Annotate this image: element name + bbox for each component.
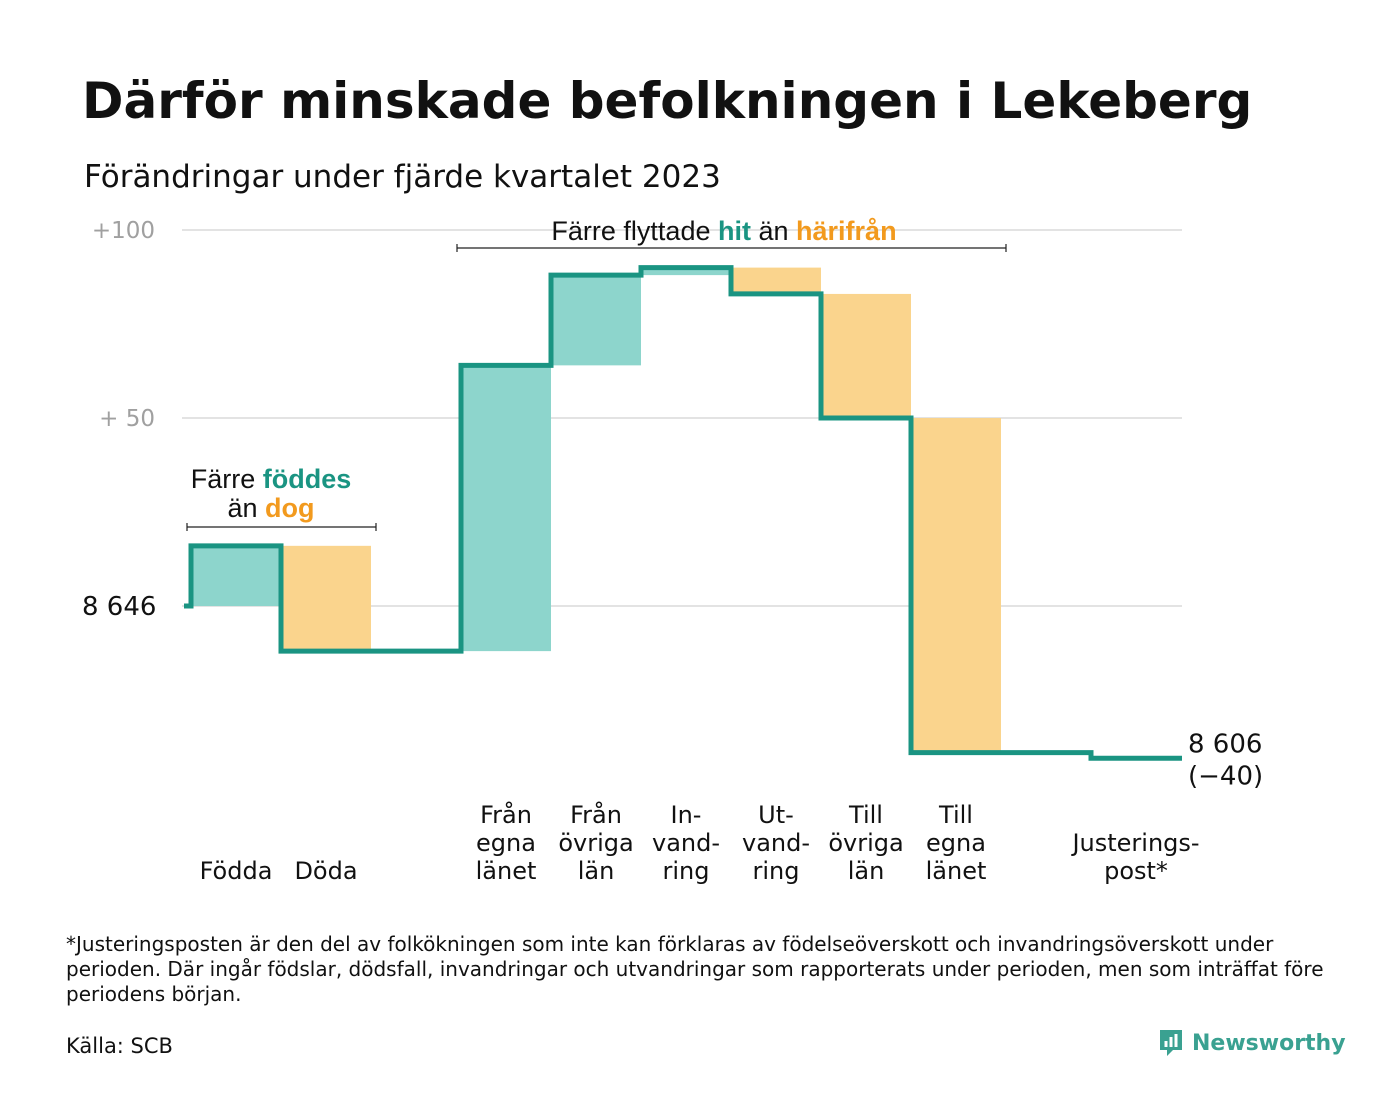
bar-5 — [641, 267, 731, 276]
migration-annotation-text: Färre flyttade hit än härifrån — [551, 216, 896, 246]
end-change-label: (−40) — [1188, 761, 1263, 791]
y-tick-label: + 50 — [99, 406, 155, 432]
newsworthy-logo: Newsworthy — [1158, 1028, 1346, 1058]
end-value-label: 8 606 — [1188, 729, 1262, 759]
category-label: län — [578, 857, 615, 885]
logo-text: Newsworthy — [1192, 1030, 1346, 1056]
footnote: *Justeringsposten är den del av folkökni… — [66, 932, 1324, 1006]
births-annotation-line2: än dog — [227, 493, 314, 523]
page-title: Därför minskade befolkningen i Lekeberg — [82, 72, 1253, 130]
category-label: övriga — [828, 829, 903, 857]
births-annotation-line1: Färre föddes — [191, 464, 352, 494]
category-label: övriga — [558, 829, 633, 857]
category-label: länet — [476, 857, 537, 885]
waterfall-line — [184, 265, 1182, 761]
bar-0 — [191, 545, 281, 606]
y-tick-label: +100 — [92, 218, 155, 244]
bar-8 — [911, 418, 1001, 753]
category-label: Till — [848, 801, 883, 829]
bar-1 — [281, 545, 371, 652]
category-label: Från — [480, 800, 532, 829]
newsworthy-logo-icon — [1160, 1030, 1182, 1056]
category-label: post* — [1104, 857, 1168, 885]
bar-7 — [821, 293, 911, 418]
category-label: egna — [926, 829, 986, 857]
category-label: egna — [476, 829, 536, 857]
bar-4 — [551, 275, 641, 366]
category-label: ring — [753, 857, 800, 885]
category-label: Justerings- — [1070, 829, 1199, 857]
category-label: Från — [570, 800, 622, 829]
category-label: länet — [926, 857, 987, 885]
start-value-label: 8 646 — [82, 592, 156, 622]
category-label: vand- — [652, 829, 720, 857]
bar-6 — [731, 267, 821, 294]
bar-3 — [461, 365, 551, 652]
category-label: Ut- — [758, 801, 794, 829]
category-label: Döda — [294, 857, 357, 885]
category-label: Till — [938, 801, 973, 829]
category-label: län — [848, 857, 885, 885]
category-label: In- — [671, 801, 702, 829]
category-label: vand- — [742, 829, 810, 857]
source-label: Källa: SCB — [66, 1034, 173, 1058]
category-label: Födda — [200, 857, 273, 885]
page-subtitle: Förändringar under fjärde kvartalet 2023 — [84, 159, 721, 195]
category-label: ring — [663, 857, 710, 885]
